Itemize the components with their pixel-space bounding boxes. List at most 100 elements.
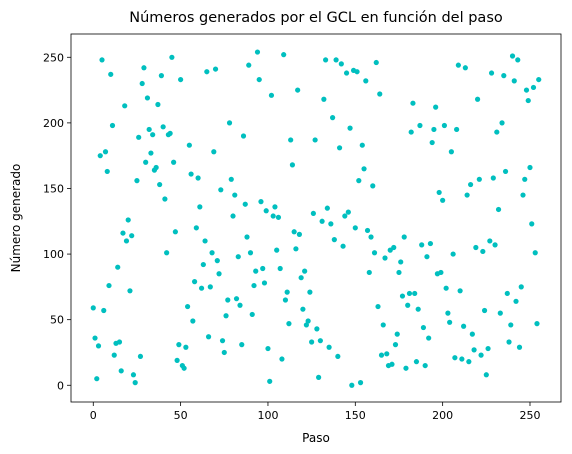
data-point <box>357 380 364 386</box>
data-point <box>146 126 152 133</box>
chart-title: Números generados por el GCL en función … <box>129 10 503 26</box>
data-point <box>336 145 343 151</box>
data-point <box>279 356 285 362</box>
data-point <box>497 310 503 316</box>
data-point <box>455 62 461 68</box>
data-point <box>522 176 528 182</box>
data-point <box>471 347 477 353</box>
data-point <box>115 264 121 270</box>
data-point <box>106 282 112 289</box>
x-tick-label: 0 <box>90 409 97 422</box>
data-point <box>139 80 145 87</box>
data-point <box>445 310 451 316</box>
data-point <box>356 178 362 184</box>
data-point <box>307 289 313 295</box>
data-point <box>95 343 102 349</box>
data-point <box>232 192 238 198</box>
y-axis-ticks: 0 50 100 150 200 250 <box>43 51 71 392</box>
data-point <box>359 142 365 148</box>
data-point <box>291 229 297 235</box>
data-point <box>431 126 437 133</box>
data-point <box>371 250 378 256</box>
data-point <box>349 382 355 388</box>
data-point <box>178 76 184 83</box>
data-point <box>459 356 465 362</box>
data-point <box>282 297 289 303</box>
data-point <box>417 122 423 129</box>
data-point <box>281 52 287 58</box>
data-point <box>394 331 400 337</box>
data-point <box>137 353 144 360</box>
data-point <box>420 324 427 331</box>
data-point <box>270 213 276 219</box>
data-point <box>310 210 316 217</box>
x-tick-label: 200 <box>432 409 453 422</box>
data-point <box>97 153 103 159</box>
data-point <box>136 134 142 140</box>
data-point <box>464 192 470 198</box>
data-point <box>516 344 523 350</box>
data-point <box>90 305 96 311</box>
x-tick-label: 50 <box>174 409 188 422</box>
data-point <box>527 164 533 171</box>
data-point <box>331 237 337 243</box>
data-point <box>104 168 110 175</box>
data-point <box>399 293 406 299</box>
data-point <box>487 238 493 244</box>
data-point <box>230 213 236 219</box>
data-point <box>242 201 248 207</box>
data-point <box>426 335 432 341</box>
data-point <box>345 209 351 215</box>
data-point <box>481 307 488 314</box>
data-point <box>162 196 168 202</box>
data-point <box>251 282 257 289</box>
data-point <box>422 362 428 369</box>
data-point <box>328 221 334 227</box>
data-point <box>427 240 434 247</box>
data-point <box>298 275 304 281</box>
data-point <box>164 250 170 256</box>
data-point <box>296 231 302 237</box>
data-point <box>502 168 509 175</box>
data-point <box>378 352 385 358</box>
data-point <box>284 289 290 295</box>
data-point <box>429 139 435 146</box>
data-point <box>403 365 409 371</box>
data-point <box>347 125 353 131</box>
data-point <box>354 69 360 75</box>
data-point <box>102 149 109 155</box>
data-point <box>382 255 388 261</box>
data-point <box>401 234 407 240</box>
data-point <box>275 214 282 220</box>
data-point <box>277 265 283 272</box>
data-point <box>260 265 266 272</box>
data-point <box>200 261 206 268</box>
data-point <box>286 321 292 327</box>
data-point <box>529 221 535 227</box>
data-point <box>419 242 425 248</box>
data-point <box>452 355 458 361</box>
data-point <box>338 61 344 67</box>
data-point <box>525 97 531 104</box>
data-point <box>125 217 131 223</box>
data-point <box>300 306 306 312</box>
data-point <box>237 302 243 308</box>
data-point <box>143 159 149 165</box>
y-tick-label: 0 <box>57 379 64 392</box>
data-point <box>457 288 463 294</box>
data-point <box>216 271 222 277</box>
data-point <box>190 318 196 324</box>
plot-frame <box>70 33 562 403</box>
data-point <box>321 96 327 102</box>
data-point <box>410 100 416 106</box>
data-point <box>340 243 346 249</box>
y-tick-label: 150 <box>43 182 64 195</box>
data-point <box>443 285 449 291</box>
data-point <box>469 331 475 337</box>
data-point <box>240 133 247 139</box>
data-point <box>127 288 133 294</box>
data-point <box>536 76 542 83</box>
y-tick-label: 200 <box>43 117 64 130</box>
data-point <box>523 87 530 93</box>
data-point <box>494 129 500 135</box>
